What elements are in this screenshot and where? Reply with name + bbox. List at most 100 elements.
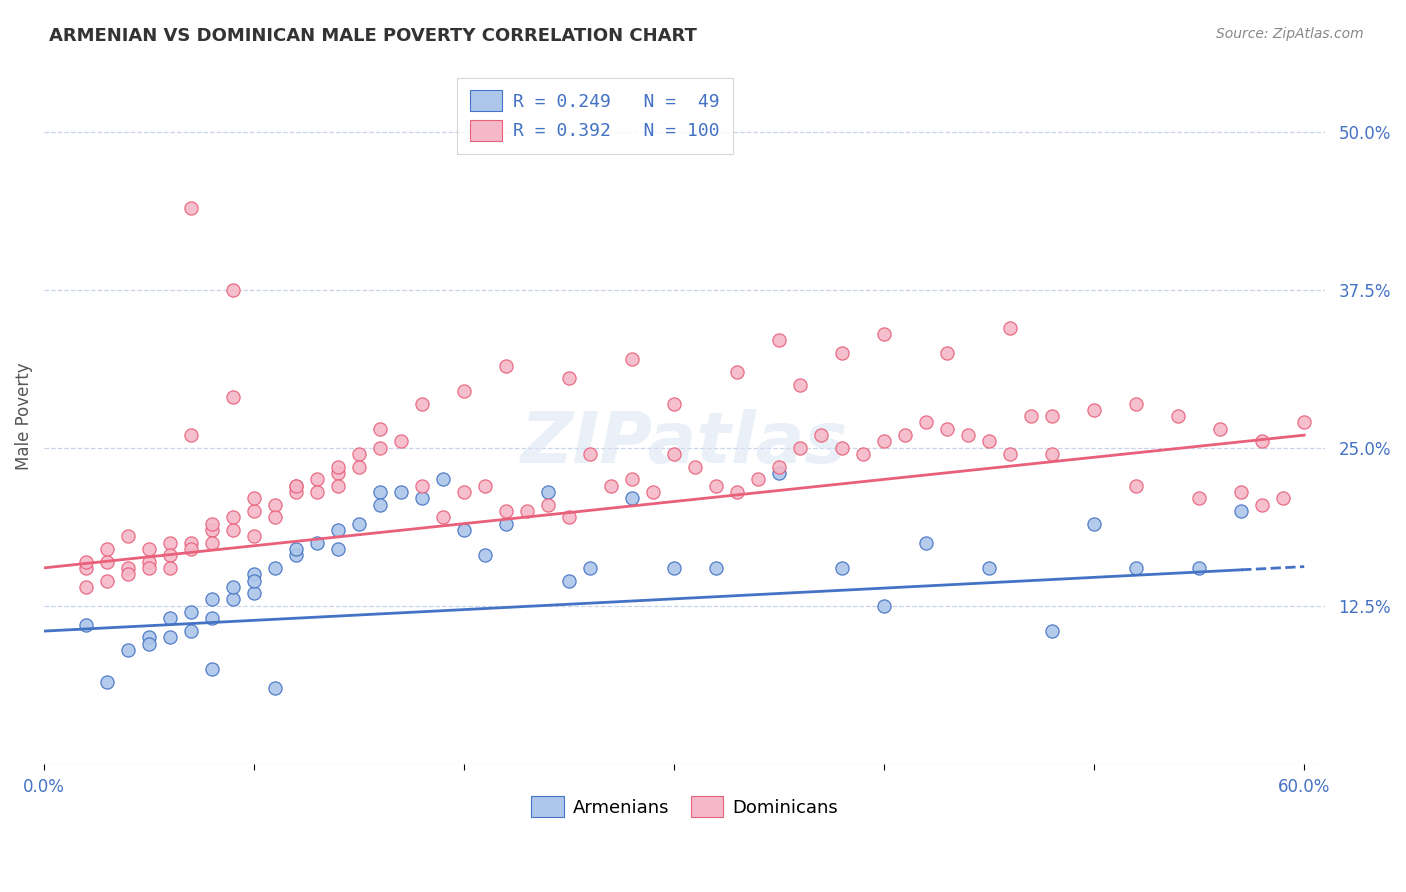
Point — [768, 334, 790, 348]
Point — [96, 674, 118, 689]
Point — [789, 377, 811, 392]
Point — [662, 447, 685, 461]
Point — [411, 491, 433, 506]
Point — [264, 561, 287, 575]
Point — [307, 485, 329, 500]
Point — [117, 567, 139, 582]
Point — [285, 485, 308, 500]
Point — [683, 459, 706, 474]
Point — [326, 466, 349, 480]
Text: ARMENIAN VS DOMINICAN MALE POVERTY CORRELATION CHART: ARMENIAN VS DOMINICAN MALE POVERTY CORRE… — [49, 27, 697, 45]
Point — [96, 555, 118, 569]
Point — [1083, 402, 1105, 417]
Point — [264, 681, 287, 695]
Point — [495, 504, 517, 518]
Point — [285, 479, 308, 493]
Point — [96, 574, 118, 588]
Point — [96, 541, 118, 556]
Point — [558, 574, 581, 588]
Point — [894, 428, 917, 442]
Point — [579, 447, 602, 461]
Point — [1294, 416, 1316, 430]
Point — [117, 561, 139, 575]
Point — [243, 567, 266, 582]
Point — [432, 510, 454, 524]
Point — [347, 447, 370, 461]
Point — [1230, 504, 1253, 518]
Point — [537, 498, 560, 512]
Point — [180, 541, 202, 556]
Point — [159, 611, 181, 625]
Y-axis label: Male Poverty: Male Poverty — [15, 362, 32, 470]
Point — [1272, 491, 1295, 506]
Point — [998, 320, 1021, 334]
Point — [180, 535, 202, 549]
Point — [138, 555, 160, 569]
Point — [579, 561, 602, 575]
Point — [411, 479, 433, 493]
Point — [516, 504, 538, 518]
Point — [810, 428, 832, 442]
Point — [474, 479, 496, 493]
Point — [138, 637, 160, 651]
Legend: Armenians, Dominicans: Armenians, Dominicans — [524, 789, 845, 824]
Point — [285, 479, 308, 493]
Point — [411, 396, 433, 410]
Point — [264, 498, 287, 512]
Point — [957, 428, 980, 442]
Point — [936, 346, 959, 360]
Point — [180, 201, 202, 215]
Point — [1209, 422, 1232, 436]
Point — [1040, 447, 1063, 461]
Point — [936, 422, 959, 436]
Point — [180, 428, 202, 442]
Point — [915, 535, 938, 549]
Point — [159, 548, 181, 562]
Point — [768, 459, 790, 474]
Point — [222, 390, 245, 404]
Point — [621, 491, 644, 506]
Point — [1083, 516, 1105, 531]
Point — [222, 283, 245, 297]
Point — [1230, 485, 1253, 500]
Point — [432, 472, 454, 486]
Point — [852, 447, 875, 461]
Point — [768, 466, 790, 480]
Point — [1125, 396, 1147, 410]
Point — [201, 592, 224, 607]
Point — [75, 561, 97, 575]
Point — [326, 479, 349, 493]
Point — [180, 605, 202, 619]
Point — [159, 631, 181, 645]
Point — [1251, 434, 1274, 449]
Point — [159, 535, 181, 549]
Text: Source: ZipAtlas.com: Source: ZipAtlas.com — [1216, 27, 1364, 41]
Point — [326, 459, 349, 474]
Point — [243, 504, 266, 518]
Point — [1188, 491, 1211, 506]
Point — [725, 365, 748, 379]
Point — [600, 479, 623, 493]
Point — [180, 624, 202, 638]
Point — [201, 516, 224, 531]
Point — [307, 472, 329, 486]
Point — [1125, 561, 1147, 575]
Point — [831, 561, 853, 575]
Point — [389, 485, 412, 500]
Point — [979, 434, 1001, 449]
Point — [201, 523, 224, 537]
Point — [159, 561, 181, 575]
Point — [1188, 561, 1211, 575]
Point — [831, 441, 853, 455]
Point — [201, 611, 224, 625]
Point — [243, 574, 266, 588]
Point — [1019, 409, 1042, 424]
Point — [915, 416, 938, 430]
Point — [138, 541, 160, 556]
Point — [117, 529, 139, 543]
Point — [222, 592, 245, 607]
Point — [347, 459, 370, 474]
Point — [831, 346, 853, 360]
Point — [558, 510, 581, 524]
Point — [725, 485, 748, 500]
